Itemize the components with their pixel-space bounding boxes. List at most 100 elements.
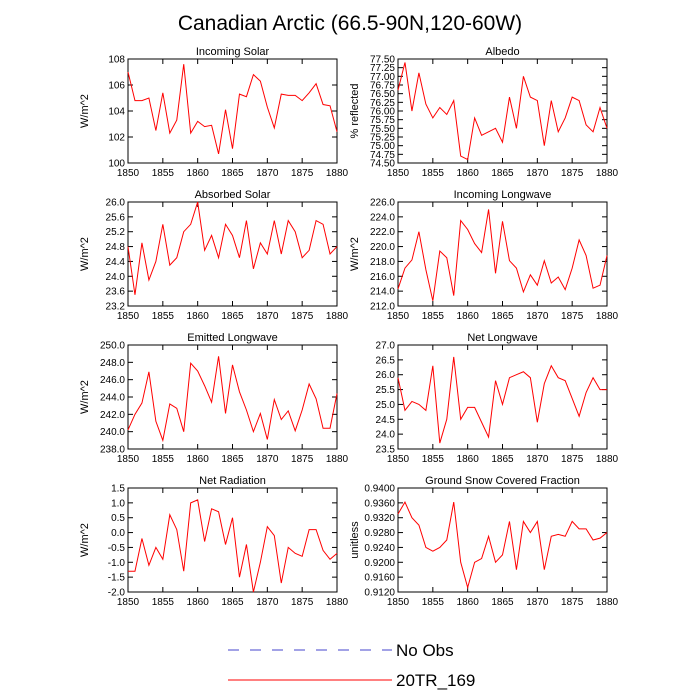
x-tick-label: 1870 xyxy=(256,311,279,322)
y-tick-label: 240.0 xyxy=(100,427,125,438)
x-tick-label: 1875 xyxy=(291,597,314,608)
y-tick-label: 24.0 xyxy=(376,430,396,441)
x-tick-label: 1850 xyxy=(387,597,410,608)
panel-title: Incoming Solar xyxy=(196,46,270,58)
y-axis-label: W/m^2 xyxy=(79,523,91,557)
x-tick-label: 1855 xyxy=(152,168,175,179)
series-line-20tr-169 xyxy=(397,501,608,590)
y-tick-label: 23.6 xyxy=(106,287,126,298)
legend-label-no-obs: No Obs xyxy=(396,641,454,660)
y-tick-label: -1.5 xyxy=(108,573,126,584)
panel-title: Emitted Longwave xyxy=(187,332,278,344)
y-tick-label: -2.0 xyxy=(108,588,126,599)
panel-title: Incoming Longwave xyxy=(454,189,552,201)
y-tick-label: 0.5 xyxy=(111,513,125,524)
x-tick-label: 1855 xyxy=(152,597,175,608)
x-tick-label: 1865 xyxy=(491,597,514,608)
series-line-20tr-169 xyxy=(127,356,338,443)
x-tick-label: 1855 xyxy=(422,311,445,322)
x-tick-label: 1880 xyxy=(326,311,349,322)
x-tick-label: 1875 xyxy=(291,311,314,322)
y-tick-label: 77.00 xyxy=(370,72,395,83)
panel-title: Albedo xyxy=(485,46,519,58)
x-tick-label: 1860 xyxy=(457,168,480,179)
y-tick-label: 224.0 xyxy=(370,212,395,223)
y-tick-label: 25.5 xyxy=(376,385,396,396)
series-line-20tr-169 xyxy=(397,62,608,161)
x-tick-label: 1850 xyxy=(117,168,140,179)
x-tick-label: 1870 xyxy=(526,454,549,465)
y-tick-label: 216.0 xyxy=(370,272,395,283)
x-tick-label: 1855 xyxy=(152,311,175,322)
y-axis-label: W/m^2 xyxy=(79,94,91,128)
y-tick-label: 246.0 xyxy=(100,375,125,386)
y-tick-label: 0.9160 xyxy=(364,573,395,584)
y-axis-label: unitless xyxy=(349,521,361,559)
y-tick-label: 24.0 xyxy=(106,272,126,283)
y-tick-label: 76.75 xyxy=(370,81,395,92)
panel-title: Net Longwave xyxy=(467,332,537,344)
y-tick-label: 1.5 xyxy=(111,484,125,495)
plot-frame xyxy=(127,487,338,593)
x-tick-label: 1865 xyxy=(221,168,244,179)
x-tick-label: 1850 xyxy=(117,311,140,322)
y-tick-label: 75.25 xyxy=(370,133,395,144)
panel-absorbed-solar: Absorbed Solar 23.2 23.6 24.0 24.4 24.8 25.2 25… xyxy=(79,189,349,322)
y-tick-label: 25.0 xyxy=(376,400,396,411)
y-tick-label: 102 xyxy=(108,133,125,144)
x-tick-label: 1870 xyxy=(526,597,549,608)
y-tick-label: 74.50 xyxy=(370,159,395,170)
y-tick-label: 0.9200 xyxy=(364,558,395,569)
panel-incoming-solar: Incoming Solar 100 102 104 106 108 1850 1855 186… xyxy=(79,46,349,179)
x-tick-label: 1860 xyxy=(187,311,210,322)
y-tick-label: 75.75 xyxy=(370,115,395,126)
y-tick-label: 248.0 xyxy=(100,358,125,369)
x-tick-label: 1865 xyxy=(491,454,514,465)
x-tick-label: 1855 xyxy=(422,168,445,179)
x-tick-label: 1875 xyxy=(291,168,314,179)
y-tick-label: 108 xyxy=(108,55,125,66)
x-tick-label: 1870 xyxy=(256,168,279,179)
y-tick-label: 26.0 xyxy=(376,370,396,381)
y-tick-label: 77.25 xyxy=(370,63,395,74)
y-tick-label: 100 xyxy=(108,159,125,170)
plot-frame xyxy=(397,344,608,450)
y-tick-label: 74.75 xyxy=(370,150,395,161)
x-tick-label: 1860 xyxy=(187,454,210,465)
x-tick-label: 1860 xyxy=(457,597,480,608)
y-tick-label: 0.0 xyxy=(111,528,125,539)
x-tick-label: 1850 xyxy=(387,454,410,465)
x-tick-label: 1855 xyxy=(422,454,445,465)
y-tick-label: 220.0 xyxy=(370,242,395,253)
y-tick-label: 26.0 xyxy=(106,198,126,209)
y-tick-label: 106 xyxy=(108,81,125,92)
y-tick-label: 23.2 xyxy=(106,302,126,313)
y-tick-label: 24.8 xyxy=(106,242,126,253)
panel-incoming-longwave: Incoming Longwave 212.0 214.0 216.0 218.0 220… xyxy=(349,189,619,322)
x-tick-label: 1865 xyxy=(221,311,244,322)
x-tick-label: 1870 xyxy=(526,311,549,322)
x-tick-label: 1875 xyxy=(291,454,314,465)
x-tick-label: 1875 xyxy=(561,311,584,322)
x-tick-label: 1850 xyxy=(387,311,410,322)
y-tick-label: 76.50 xyxy=(370,89,395,100)
y-tick-label: 212.0 xyxy=(370,302,395,313)
y-axis-label: % reflected xyxy=(349,83,361,138)
x-tick-label: 1880 xyxy=(326,597,349,608)
x-tick-label: 1865 xyxy=(491,311,514,322)
y-tick-label: 25.2 xyxy=(106,227,126,238)
x-tick-label: 1860 xyxy=(187,597,210,608)
x-tick-label: 1865 xyxy=(221,597,244,608)
series-line-20tr-169 xyxy=(127,64,338,155)
y-tick-label: 226.0 xyxy=(370,198,395,209)
y-tick-label: 0.9240 xyxy=(364,543,395,554)
y-tick-label: 250.0 xyxy=(100,341,125,352)
y-tick-label: -1.0 xyxy=(108,558,126,569)
y-tick-label: 77.50 xyxy=(370,55,395,66)
x-tick-label: 1860 xyxy=(187,168,210,179)
y-tick-label: 0.9280 xyxy=(364,528,395,539)
y-tick-label: 0.9120 xyxy=(364,588,395,599)
x-tick-label: 1865 xyxy=(491,168,514,179)
panel-ground-snow-covered-fraction: Ground Snow Covered Fraction 0.9120 0.9160… xyxy=(349,475,619,608)
